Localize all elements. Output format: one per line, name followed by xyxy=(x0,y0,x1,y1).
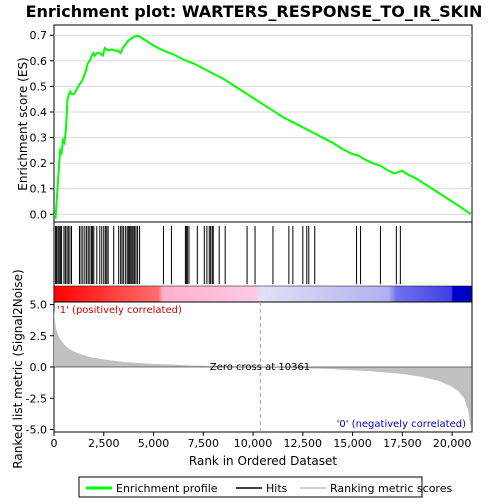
ranking-x-ticks: 0 2,500 5,000 7,500 10,000 12,500 15,000 17,500… xyxy=(51,432,472,450)
ranking-x-tick-label: 20,000 xyxy=(433,437,472,450)
hits-marks xyxy=(55,226,401,284)
legend-hits-label: Hits xyxy=(266,482,288,495)
ranking-x-tick-label: 12,500 xyxy=(284,437,323,450)
es-y-tick-label: 0.3 xyxy=(30,132,48,145)
ranking-x-tick-label: 17,500 xyxy=(383,437,422,450)
es-y-tick-label: 0.1 xyxy=(30,183,48,196)
enrichment-profile-line xyxy=(53,34,472,221)
ranking-y-tick-label: 0.0 xyxy=(30,361,48,374)
ranking-x-tick-label: 15,000 xyxy=(333,437,372,450)
es-y-tick-label: 0.7 xyxy=(30,29,48,42)
legend-enrichment-label: Enrichment profile xyxy=(116,482,218,495)
ranking-x-axis-label: Rank in Ordered Dataset xyxy=(189,454,337,468)
ranking-y-tick-label: 2.5 xyxy=(30,330,48,343)
ranking-y-tick-label: -2.5 xyxy=(26,392,47,405)
legend-ranking-label: Ranking metric scores xyxy=(330,482,452,495)
ranking-x-tick-label: 7,500 xyxy=(188,437,220,450)
ranking-y-ticks: 5.0 2.5 0.0 -2.5 -5.0 xyxy=(26,299,54,437)
es-y-ticks: 0.0 0.1 0.2 0.3 0.4 0.5 0.6 0.7 xyxy=(30,29,54,221)
es-grid xyxy=(54,34,472,215)
es-panel-frame xyxy=(53,24,473,223)
ranking-y-tick-label: 5.0 xyxy=(30,299,48,312)
es-y-tick-label: 0.5 xyxy=(30,80,48,93)
ranking-color-bar xyxy=(53,285,473,303)
ranking-x-tick-label: 2,500 xyxy=(88,437,120,450)
positive-correlation-label: '1' (positively correlated) xyxy=(57,305,182,316)
es-y-tick-label: 0.2 xyxy=(30,157,48,170)
ranking-x-tick-label: 5,000 xyxy=(138,437,170,450)
ranking-y-tick-label: -5.0 xyxy=(26,424,47,437)
es-y-tick-label: 0.0 xyxy=(30,208,48,221)
es-y-tick-label: 0.4 xyxy=(30,106,48,119)
ranking-x-tick-label: 0 xyxy=(51,437,58,450)
negative-correlation-label: '0' (negatively correlated) xyxy=(337,419,466,430)
ranking-metric-area xyxy=(54,309,471,430)
zero-cross-label: Zero cross at 10361 xyxy=(210,362,310,373)
es-y-tick-label: 0.6 xyxy=(30,55,48,68)
es-y-axis-label: Enrichment score (ES) xyxy=(16,57,30,190)
ranking-x-tick-label: 10,000 xyxy=(234,437,273,450)
ranking-y-axis-label: Ranked list metric (Signal2Noise) xyxy=(11,269,25,468)
legend-box xyxy=(78,476,423,498)
chart-title: Enrichment plot: WARTERS_RESPONSE_TO_IR_… xyxy=(26,2,483,21)
